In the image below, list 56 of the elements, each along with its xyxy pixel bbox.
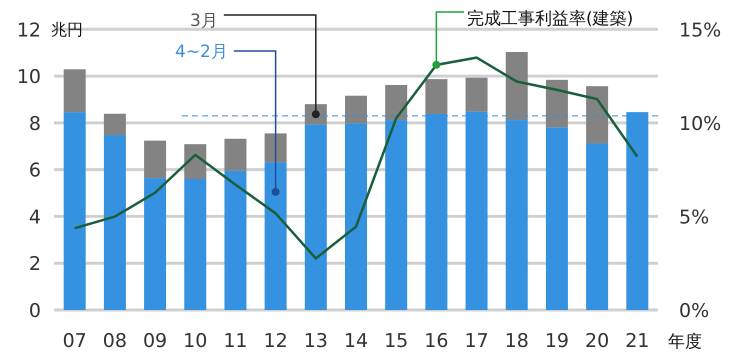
bar [345,96,367,124]
y-tick-label: 10 [16,66,41,88]
x-tick-label: 08 [102,330,127,352]
y-tick-label: 2 [28,253,41,276]
bar [304,124,327,310]
x-tick-label: 17 [464,330,489,352]
x-tick-label: 14 [344,330,368,352]
bar [264,162,287,310]
y-tick-label: 0 [28,300,41,322]
bar [104,114,126,136]
x-tick-label: 20 [585,330,610,352]
y-tick-label: 8 [28,112,41,135]
text: 4~2月 [175,42,228,62]
bar [264,133,287,162]
x-tick-label: 21 [625,330,650,352]
y2-tick-label: 10% [679,112,722,135]
x-tick-label: 13 [304,330,328,352]
bar [586,143,608,310]
bar [385,120,408,310]
bar [506,52,528,120]
bar [345,123,367,310]
bar [104,135,126,310]
bar [546,80,568,128]
bar [425,79,448,114]
y-tick-label: 4 [28,206,41,228]
bar [224,138,246,171]
bar [184,144,206,180]
x-tick-label: 11 [223,330,248,352]
x-tick-label: 18 [504,330,529,352]
y-tick-label: 6 [28,160,41,182]
bar [64,112,86,310]
y2-tick-label: 5% [679,206,710,228]
y-tick-label: 12 [16,19,41,42]
bar [64,69,86,112]
y2-tick-label: 15% [679,19,722,42]
y-axis-title: 兆円 [51,20,83,39]
y2-tick-label: 0% [679,300,710,322]
x-tick-label: 16 [424,330,448,352]
x-tick-label: 15 [384,330,408,352]
bar [586,86,608,144]
series-label: 完成工事利益率(建築) [467,9,634,29]
x-tick-label: 09 [142,330,168,352]
bar [546,127,568,310]
bar [144,178,166,310]
x-tick-label: 12 [264,330,288,352]
bar [506,120,528,310]
text: 3月 [190,11,218,31]
bar [466,78,488,112]
bar [184,179,206,310]
x-tick-label: 10 [183,330,208,352]
x-axis-title: 年度 [668,332,702,352]
x-tick-label: 07 [62,330,87,352]
bar [385,84,408,120]
bar [224,170,246,310]
x-tick-label: 19 [544,330,570,352]
bar [144,140,166,178]
